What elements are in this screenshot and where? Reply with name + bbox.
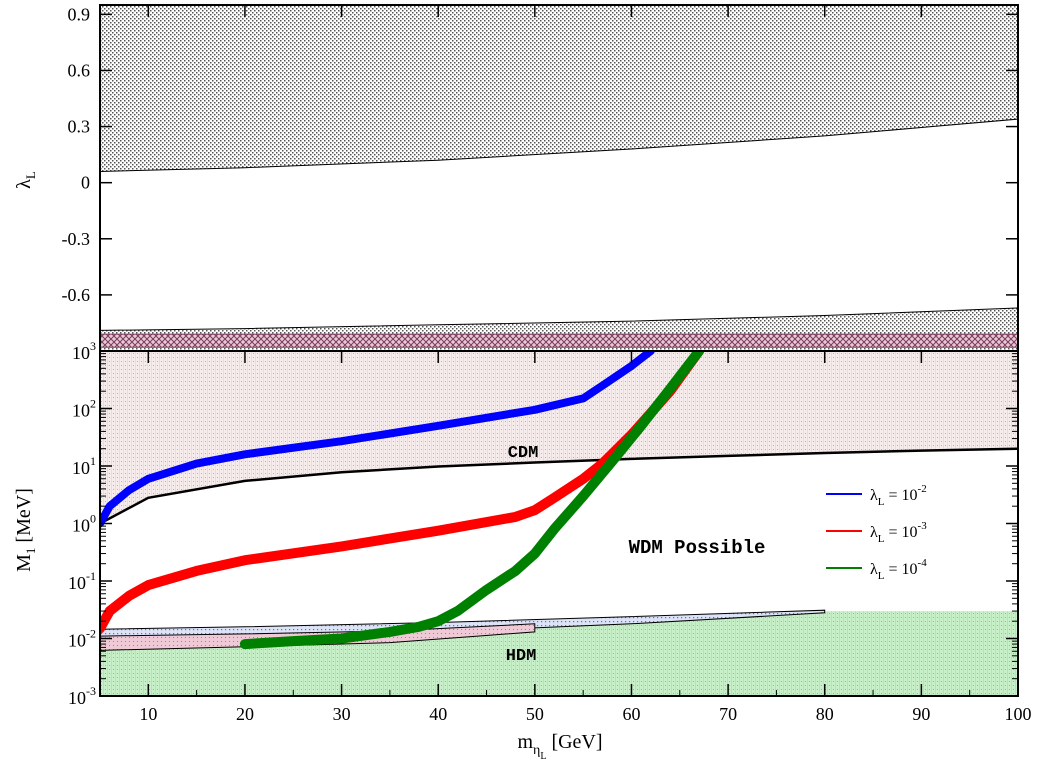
bottom-ytick-label: 10-3 — [68, 684, 96, 708]
top-ytick-label: -0.6 — [62, 285, 91, 305]
bottom-ytick-label: 102 — [72, 397, 96, 421]
top-panel: 0.9 0.6 0.3 0 -0.3 -0.6 λL — [13, 4, 1019, 352]
bottom-xtick-label: 60 — [622, 704, 640, 724]
x-axis-label: mηL [GeV] — [517, 731, 602, 762]
top-crosshatch-band — [100, 333, 1018, 348]
top-excluded-region-lower — [100, 307, 1018, 351]
bottom-xtick-label: 30 — [333, 704, 351, 724]
cdm-label: CDM — [508, 444, 539, 463]
legend-label-0: λL = 10-2 — [870, 483, 927, 508]
bottom-xtick-label: 50 — [526, 704, 544, 724]
bottom-plot-frame — [99, 350, 1019, 697]
bottom-xtick-label: 10 — [139, 704, 157, 724]
bottom-xtick-label: 90 — [912, 704, 930, 724]
bottom-ytick-label: 10-2 — [68, 627, 96, 651]
bottom-xtick-label: 70 — [719, 704, 737, 724]
top-ytick-label: -0.3 — [62, 229, 91, 249]
bottom-y-axis-label: M1 [MeV] — [13, 488, 38, 572]
legend: λL = 10-2 λL = 10-3 λL = 10-4 — [826, 483, 927, 582]
top-y-axis-label: λL — [13, 171, 38, 189]
legend-label-2: λL = 10-4 — [870, 557, 927, 582]
top-y-ticks: 0.9 0.6 0.3 0 -0.3 -0.6 — [62, 4, 1018, 305]
cdm-boundary-line — [100, 447, 1018, 525]
hdm-label: HDM — [506, 647, 537, 666]
bottom-ytick-label: 101 — [72, 454, 96, 478]
bottom-xtick-label: 80 — [816, 704, 834, 724]
series-line-0 — [100, 351, 655, 528]
bottom-ytick-label: 100 — [72, 512, 96, 536]
bottom-xtick-label: 100 — [1005, 704, 1032, 724]
bottom-xtick-label: 40 — [429, 704, 447, 724]
bottom-xtick-label: 20 — [236, 704, 254, 724]
top-ytick-label: 0.3 — [68, 117, 91, 137]
top-ytick-label: 0.6 — [68, 60, 91, 80]
top-ytick-label: 0 — [81, 173, 90, 193]
series-lines — [100, 351, 705, 650]
bottom-panel: 103 102 101 100 10-1 10-2 10-3 10 20 30 40 50 60 70 8… — [13, 339, 1032, 762]
wdm-label: WDM Possible — [629, 537, 766, 559]
cdm-region — [100, 351, 1018, 524]
bottom-ytick-label: 10-1 — [68, 569, 96, 593]
legend-label-1: λL = 10-3 — [870, 520, 927, 545]
bottom-x-ticks: 10 20 30 40 50 60 70 80 90 100 — [99, 351, 1032, 724]
series-line-2 — [239, 351, 705, 650]
bottom-ytick-label: 103 — [72, 339, 96, 363]
top-ytick-label: 0.9 — [68, 4, 91, 24]
top-excluded-region-upper — [100, 5, 1018, 173]
